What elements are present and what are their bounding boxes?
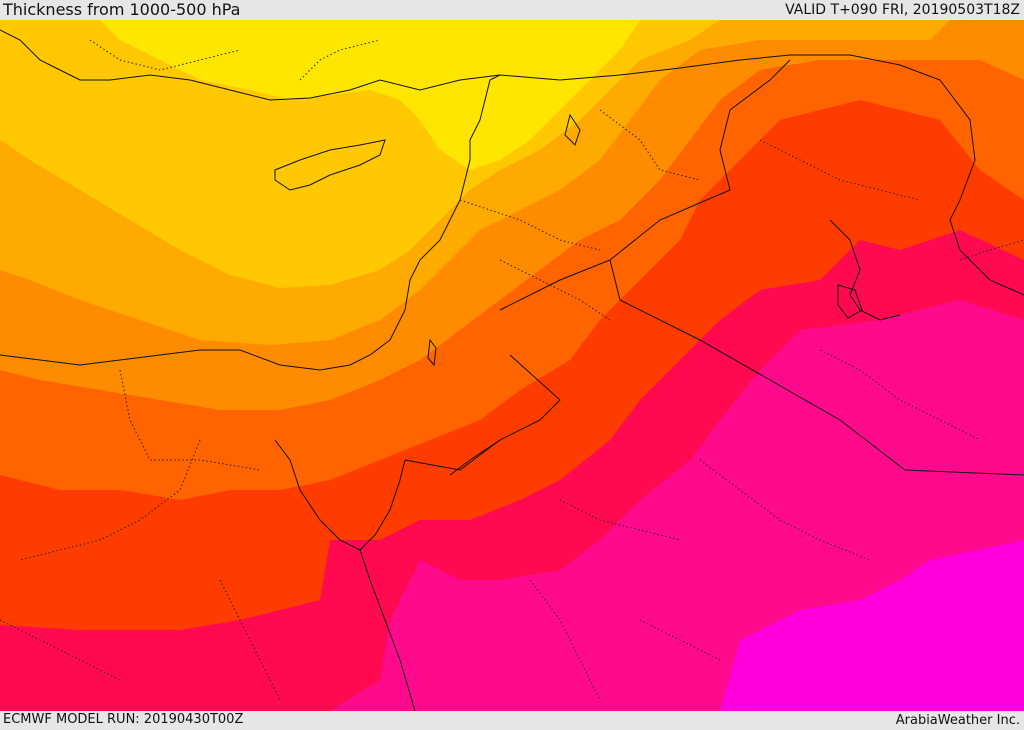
valid-time: VALID T+090 FRI, 20190503T18Z: [785, 2, 1020, 18]
map-canvas: [0, 20, 1024, 711]
lake: [427, 338, 437, 367]
brand-label: ArabiaWeather Inc.: [895, 713, 1020, 728]
model-run: ECMWF MODEL RUN: 20190430T00Z: [3, 712, 244, 727]
header-bar: Thickness from 1000-500 hPa VALID T+090 …: [0, 0, 1024, 20]
band-yellow: [100, 20, 640, 170]
map-title: Thickness from 1000-500 hPa: [3, 0, 241, 19]
admin-borders: [0, 39, 1024, 701]
band-magenta: [720, 540, 1024, 711]
footer-bar: ECMWF MODEL RUN: 20190430T00Z ArabiaWeat…: [0, 711, 1024, 729]
coastlines: [0, 29, 1024, 711]
thickness-map: [0, 20, 1024, 711]
lake: [837, 284, 863, 319]
